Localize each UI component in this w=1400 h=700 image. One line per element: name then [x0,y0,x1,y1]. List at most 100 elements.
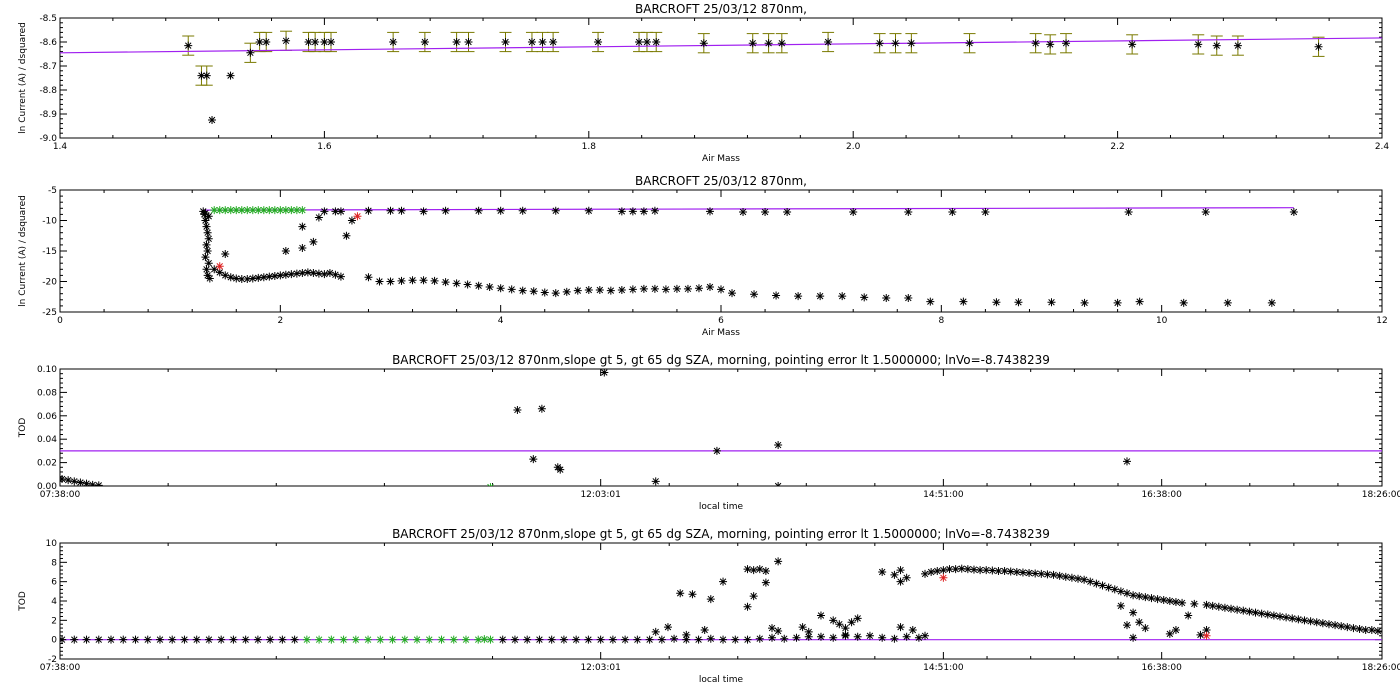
x-tick-label: 8 [938,316,944,326]
data-point [386,277,395,286]
data-point [663,623,672,632]
chart-title: BARCROFT 25/03/12 870nm,slope gt 5, gt 6… [392,527,1050,541]
data-point [205,274,214,283]
plot-area [199,206,1298,307]
data-point [246,48,255,57]
panel-4: BARCROFT 25/03/12 870nm,slope gt 5, gt 6… [18,527,1400,685]
data-point [1031,569,1040,578]
data-point [430,276,439,285]
data-point [921,631,930,640]
data-point [282,36,291,45]
data-point [890,634,899,643]
data-point [331,207,340,216]
data-point [1031,39,1040,48]
data-point [201,216,210,225]
data-point [768,633,777,642]
data-point [192,635,201,644]
data-point [1113,298,1122,307]
data-point [1159,596,1168,605]
data-point [633,635,642,644]
data-point [400,635,409,644]
series-1 [60,557,1382,644]
data-point [320,207,329,216]
data-point [882,293,891,302]
data-point [921,569,930,578]
data-point [331,270,340,279]
data-point [1233,41,1242,50]
data-point [651,477,660,486]
y-tick-label: 2 [51,616,57,626]
data-point [650,284,659,293]
data-point [287,270,296,279]
data-point [907,39,916,48]
chart-title: BARCROFT 25/03/12 870nm, [635,2,807,16]
y-axis-label: TOD [18,591,28,612]
data-point [908,626,917,634]
data-point [584,286,593,295]
data-point [755,634,764,643]
data-point [287,206,296,215]
data-point [1251,608,1260,617]
data-point [1074,574,1083,583]
data-point [303,268,312,277]
data-point [777,39,786,48]
data-point [255,38,264,46]
data-point [700,626,709,634]
data-point [617,286,626,295]
data-point [896,566,905,575]
data-point [904,207,913,216]
data-point [951,565,960,574]
data-point [210,265,219,274]
data-point [1122,457,1131,466]
data-point [1349,624,1358,633]
data-point [420,38,429,46]
plot-area [60,557,1382,644]
data-point [1135,618,1144,627]
data-point [794,292,803,301]
data-point [1141,593,1150,602]
y-axis-label: ln Current (A) / dsquared [18,195,28,307]
data-point [661,285,670,294]
x-tick-label: 1.6 [317,142,332,152]
data-point [1245,607,1254,616]
data-point [437,635,446,644]
data-point [783,207,792,216]
data-point [351,635,360,644]
data-point [270,206,279,215]
x-tick-label: 14:51:00 [923,490,964,500]
data-point [1257,609,1266,618]
plot-frame [59,17,1383,139]
data-point [926,297,935,306]
data-point [184,41,193,50]
y-tick-label: -9.0 [39,134,57,144]
y-tick-label: -8.5 [39,14,57,24]
data-point [1061,572,1070,581]
y-tick-label: -2 [48,655,57,665]
data-point [376,635,385,644]
data-point [1098,581,1107,590]
data-point [761,207,770,216]
data-point [1212,41,1221,50]
data-point [1373,626,1382,635]
data-point [463,280,472,289]
data-point [1343,623,1352,632]
data-point [375,277,384,286]
data-point [496,284,505,293]
data-point [202,71,211,80]
data-point [969,565,978,574]
x-tick-label: 16:38:00 [1141,663,1182,673]
y-tick-label: 0.06 [37,412,57,422]
y-axis-label: TOD [18,418,28,439]
data-point [1135,592,1144,601]
data-point [353,212,362,221]
data-point [389,38,398,46]
data-point [728,289,737,298]
data-point [683,284,692,293]
data-point [364,273,373,282]
data-point [743,565,752,574]
data-point [547,635,556,644]
data-point [487,483,494,486]
y-tick-label: -8.6 [39,38,57,48]
data-point [559,635,568,644]
data-point [1092,579,1101,588]
